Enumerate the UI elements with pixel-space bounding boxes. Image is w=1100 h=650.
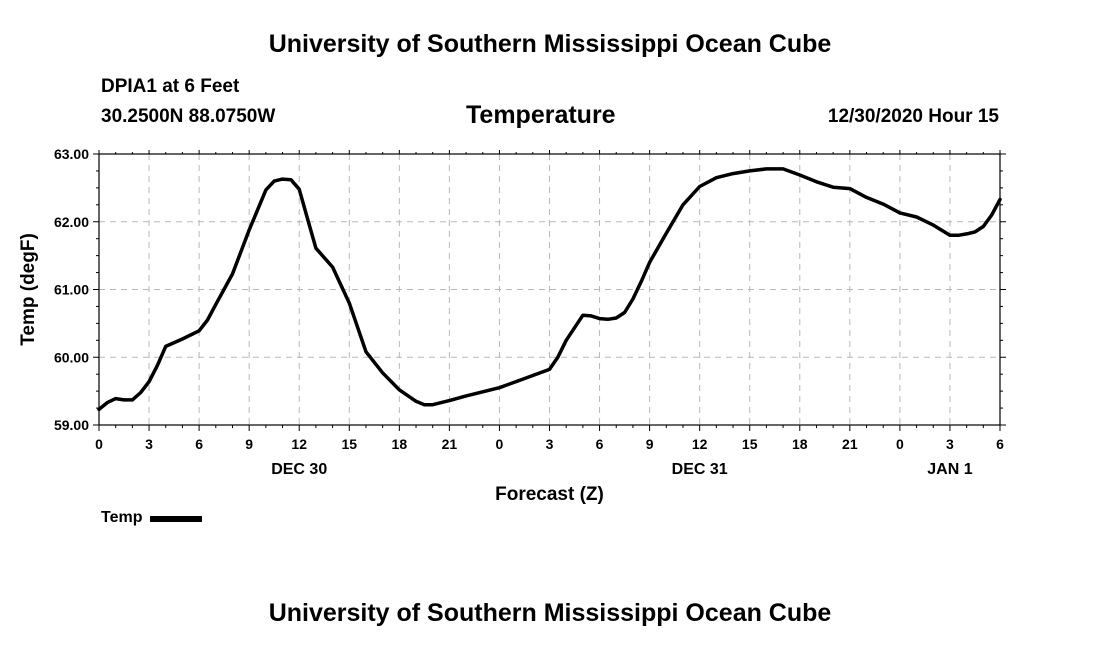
x-tick-label: 15	[341, 436, 357, 452]
x-tick-label: 3	[145, 436, 153, 452]
x-tick-label: 6	[195, 436, 203, 452]
chart-title: Temperature	[466, 101, 616, 129]
footer-title: University of Southern Mississippi Ocean…	[268, 599, 832, 627]
x-tick-label: 18	[792, 436, 808, 452]
x-tick-label: 21	[842, 436, 858, 452]
x-tick-label: 9	[646, 436, 654, 452]
x-tick-label: 3	[546, 436, 554, 452]
x-tick-label: 0	[95, 436, 103, 452]
y-tick-label: 59.00	[54, 417, 89, 433]
date-label: DEC 31	[672, 461, 728, 478]
x-tick-label: 0	[496, 436, 504, 452]
x-tick-label: 15	[742, 436, 758, 452]
station-coordinates: 30.2500N 88.0750W	[101, 106, 276, 127]
legend: Temp	[101, 509, 203, 527]
x-tick-label: 3	[946, 436, 954, 452]
station-label: DPIA1 at 6 Feet	[101, 76, 240, 97]
x-tick-label: 0	[896, 436, 904, 452]
x-tick-label: 12	[291, 436, 307, 452]
x-tick-label: 9	[245, 436, 253, 452]
y-tick-label: 61.00	[54, 282, 89, 298]
legend-swatch	[150, 516, 203, 522]
x-axis-label: Forecast (Z)	[495, 484, 604, 505]
x-tick-label: 18	[392, 436, 408, 452]
y-tick-label: 60.00	[54, 349, 89, 365]
series-line-temp	[97, 167, 1002, 412]
x-tick-label: 21	[442, 436, 458, 452]
x-tick-label: 12	[692, 436, 708, 452]
x-tick-label: 6	[596, 436, 604, 452]
forecast-timestamp: 12/30/2020 Hour 15	[827, 106, 999, 127]
date-label: DEC 30	[271, 461, 327, 478]
x-tick-label: 6	[996, 436, 1004, 452]
y-tick-label: 63.00	[54, 146, 89, 162]
legend-label: Temp	[101, 509, 143, 526]
page-title: University of Southern Mississippi Ocean…	[268, 30, 832, 58]
date-label: JAN 1	[927, 461, 972, 478]
y-tick-label: 62.00	[54, 214, 89, 230]
y-axis-label: Temp (degF)	[18, 233, 39, 346]
